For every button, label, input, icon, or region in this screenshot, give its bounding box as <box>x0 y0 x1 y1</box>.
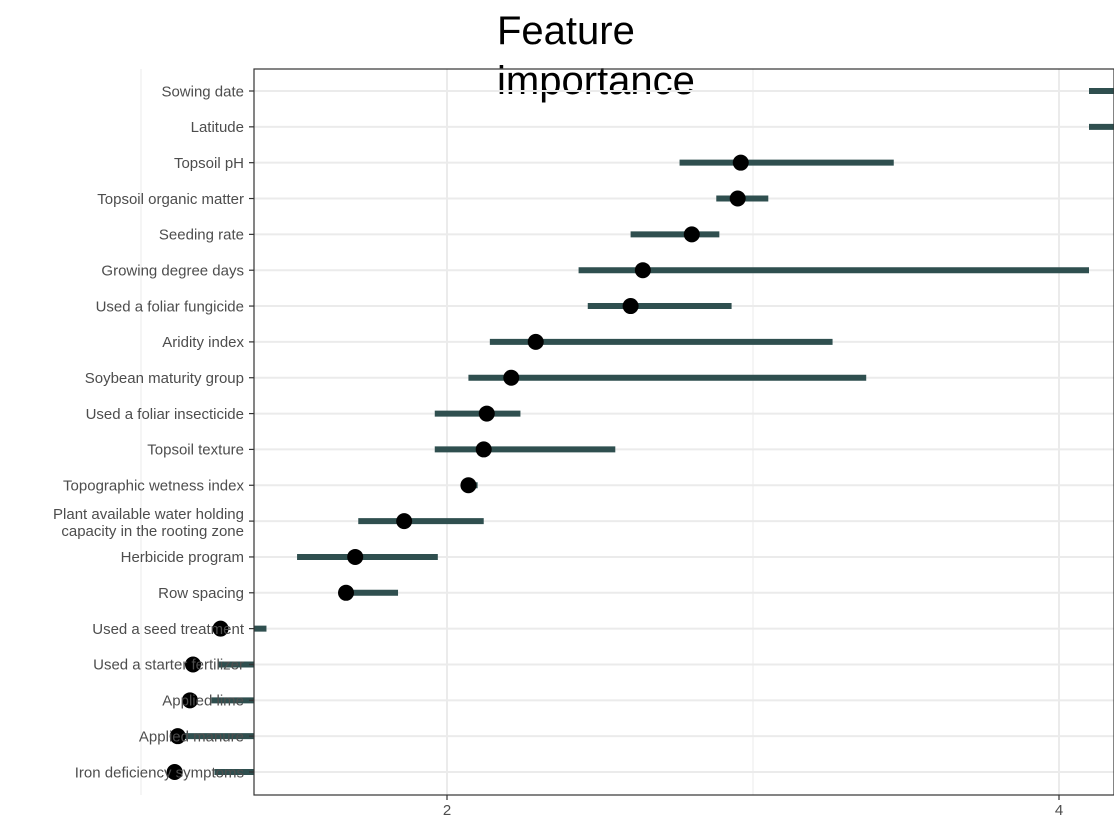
category-label: Applied manure <box>139 728 244 745</box>
category-label: Topsoil organic matter <box>97 191 244 208</box>
x-tick-label: 2 <box>443 802 451 818</box>
importance-point <box>622 298 639 315</box>
category-label: Topographic wetness index <box>63 478 244 495</box>
importance-point <box>634 262 651 279</box>
category-label: Sowing date <box>161 83 244 100</box>
importance-points <box>166 154 749 780</box>
category-label: Herbicide program <box>121 549 244 566</box>
interval-bars <box>183 88 1114 775</box>
importance-point <box>396 513 413 530</box>
category-label: Used a foliar insecticide <box>86 406 244 423</box>
y-axis-labels: Sowing date Latitude Topsoil pH Topsoil org… <box>53 83 254 781</box>
grid <box>140 69 1114 795</box>
importance-point <box>212 620 229 637</box>
category-label: Growing degree days <box>101 262 244 279</box>
category-label: Aridity index <box>162 334 244 351</box>
importance-point <box>181 692 198 709</box>
category-label: Used a seed treatment <box>92 621 245 638</box>
category-label: Applied lime <box>162 693 244 710</box>
importance-point <box>460 477 477 494</box>
category-label: Row spacing <box>158 585 244 602</box>
importance-point <box>527 333 544 350</box>
importance-point <box>338 584 355 601</box>
importance-point <box>475 441 492 458</box>
category-label: Soybean maturity group <box>85 370 244 387</box>
x-tick-label: 4 <box>1055 802 1063 818</box>
importance-point <box>166 764 183 780</box>
importance-point <box>729 190 746 207</box>
importance-point <box>478 405 495 422</box>
x-axis-ticks: 246 <box>443 795 1063 818</box>
importance-point <box>732 154 749 171</box>
category-label: Iron deficiency symptoms <box>75 764 244 781</box>
category-label: Seeding rate <box>159 227 244 244</box>
importance-point <box>503 369 520 386</box>
category-label: Used a foliar fungicide <box>96 298 244 315</box>
chart-title: Feature importance <box>497 9 695 103</box>
importance-point <box>169 728 186 745</box>
category-label: Used a starter fertilizer <box>93 657 244 674</box>
category-label: Topsoil texture <box>147 442 244 459</box>
importance-point <box>347 548 364 565</box>
category-label: Plant available water holding capacity in… <box>53 506 244 540</box>
category-label: Latitude <box>191 119 244 136</box>
category-label: Topsoil pH <box>174 155 244 172</box>
importance-point <box>185 656 202 673</box>
importance-point <box>683 226 700 243</box>
panel-border <box>253 68 1114 796</box>
